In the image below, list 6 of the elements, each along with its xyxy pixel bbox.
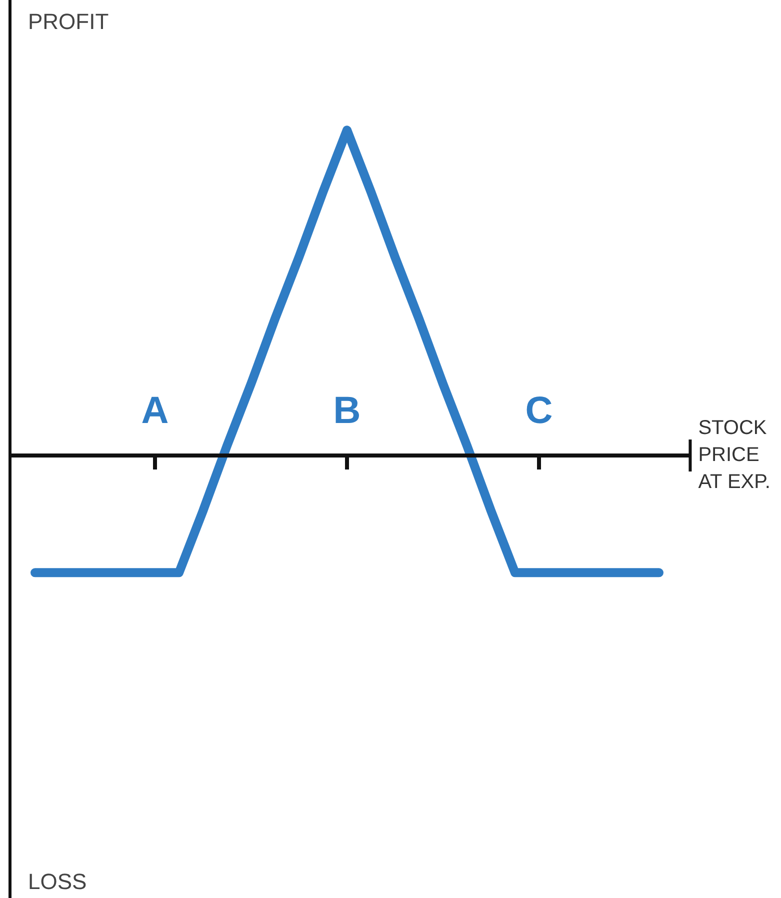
x-tick-label: B [333, 390, 361, 432]
text: PROFIT [28, 9, 109, 34]
text: LOSS [28, 869, 87, 894]
x-tick-label: C [525, 390, 553, 432]
x-tick-label: A [141, 390, 169, 432]
x-axis-title: STOCK PRICE AT EXP. [698, 417, 770, 494]
